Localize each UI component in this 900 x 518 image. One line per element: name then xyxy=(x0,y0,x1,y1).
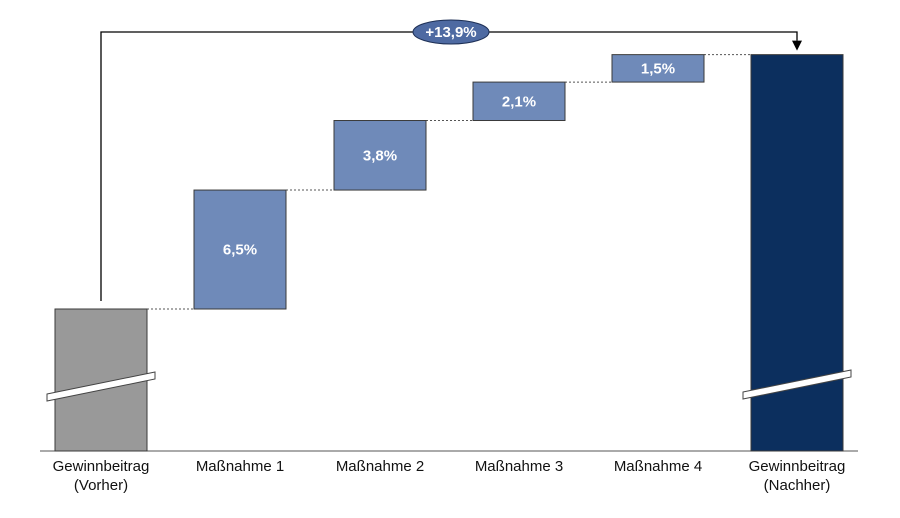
labels-layer: 6,5% 3,8% 2,1% 1,5% Gewinnbeitrag (Vorher) Maß… xyxy=(53,24,846,494)
data-label: 6,5% xyxy=(223,242,257,259)
data-label: 2,1% xyxy=(502,93,536,110)
category-label: (Nachher) xyxy=(764,477,831,494)
category-label: Maßnahme 1 xyxy=(196,458,284,475)
bar-increase xyxy=(333,120,427,191)
category-label: Maßnahme 3 xyxy=(475,458,563,475)
category-label: Maßnahme 4 xyxy=(614,458,702,475)
bars-layer xyxy=(40,19,858,452)
bar-increase xyxy=(611,54,705,83)
bar-increase xyxy=(193,189,287,310)
arrow-down-icon xyxy=(792,40,802,51)
category-label: Gewinnbeitrag xyxy=(749,458,846,475)
axis-break-mark xyxy=(742,369,852,400)
total-change-badge xyxy=(412,19,490,45)
data-label: 1,5% xyxy=(641,60,675,77)
total-change-label: +13,9% xyxy=(425,24,476,41)
category-label: Maßnahme 2 xyxy=(336,458,424,475)
category-label: (Vorher) xyxy=(74,477,128,494)
axis-break-mark xyxy=(46,371,156,402)
bar-increase xyxy=(472,81,566,122)
category-label: Gewinnbeitrag xyxy=(53,458,150,475)
data-label: 3,8% xyxy=(363,147,397,164)
